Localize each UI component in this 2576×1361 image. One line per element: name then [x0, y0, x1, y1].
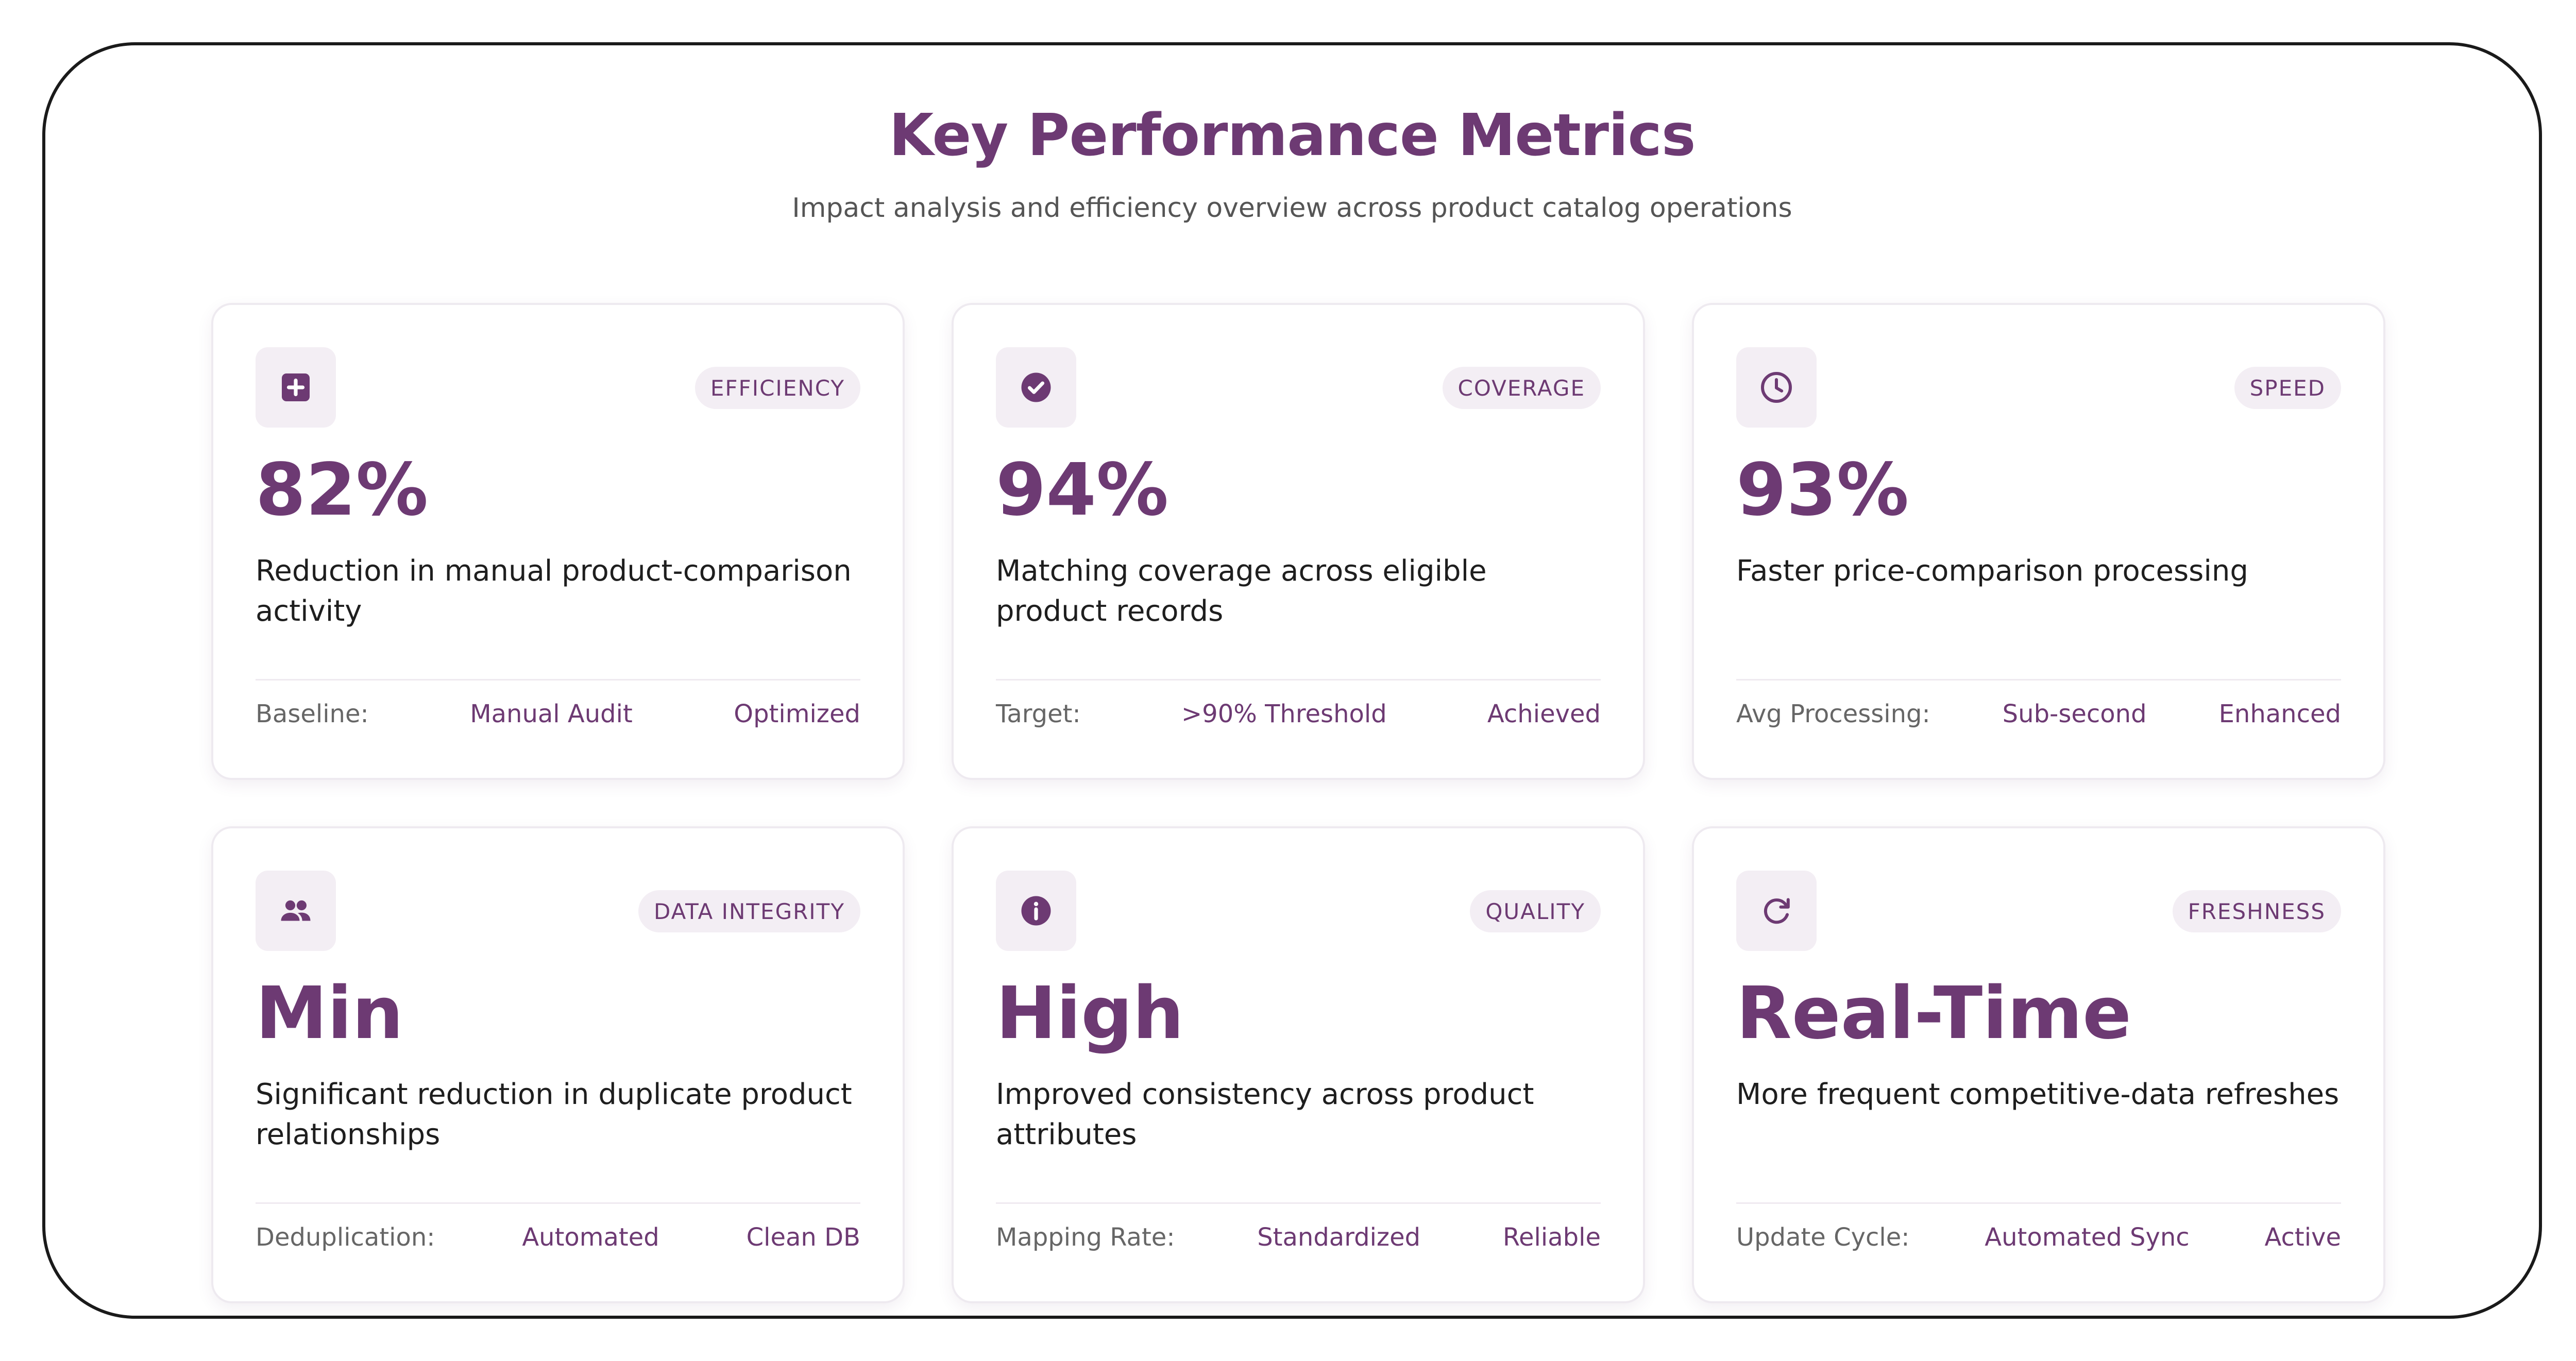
- metrics-panel: Key Performance Metrics Impact analysis …: [42, 42, 2542, 1319]
- divider: [256, 1202, 860, 1204]
- divider: [996, 679, 1601, 680]
- metric-value: Min: [256, 972, 403, 1056]
- metric-tag: EFFICIENCY: [694, 367, 860, 409]
- footer-status: Optimized: [734, 700, 860, 728]
- metric-description: Improved consistency across product attr…: [996, 1078, 1534, 1151]
- footer-label: Mapping Rate:: [996, 1223, 1175, 1252]
- metric-footer: Avg Processing: Sub-second Enhanced: [1736, 700, 2341, 728]
- metric-description: Matching coverage across eligible produc…: [996, 554, 1487, 628]
- users-icon: [256, 871, 336, 951]
- metric-footer: Baseline: Manual Audit Optimized: [256, 700, 860, 728]
- metric-value: 82%: [256, 448, 429, 532]
- refresh-icon: [1736, 871, 1817, 951]
- metrics-grid: EFFICIENCY 82% Reduction in manual produ…: [211, 303, 2385, 1303]
- footer-status: Active: [2264, 1223, 2341, 1252]
- footer-method: Automated Sync: [1985, 1223, 2190, 1252]
- check-circle-icon: [996, 347, 1076, 428]
- info-icon: [996, 871, 1076, 951]
- footer-status: Clean DB: [746, 1223, 860, 1252]
- metric-card-coverage: COVERAGE 94% Matching coverage across el…: [952, 303, 1645, 780]
- divider: [1736, 1202, 2341, 1204]
- metric-tag: SPEED: [2234, 367, 2341, 409]
- metric-description: Faster price-comparison processing: [1736, 554, 2248, 588]
- footer-label: Update Cycle:: [1736, 1223, 1910, 1252]
- footer-label: Baseline:: [256, 700, 369, 728]
- metric-value: 94%: [996, 448, 1169, 532]
- footer-label: Deduplication:: [256, 1223, 435, 1252]
- footer-status: Enhanced: [2218, 700, 2341, 728]
- divider: [1736, 679, 2341, 680]
- footer-label: Avg Processing:: [1736, 700, 1930, 728]
- metric-footer: Update Cycle: Automated Sync Active: [1736, 1223, 2341, 1252]
- metric-value: Real-Time: [1736, 972, 2132, 1056]
- metric-footer: Mapping Rate: Standardized Reliable: [996, 1223, 1601, 1252]
- metric-card-quality: QUALITY High Improved consistency across…: [952, 826, 1645, 1303]
- metric-tag: DATA INTEGRITY: [638, 890, 860, 932]
- metric-card-speed: SPEED 93% Faster price-comparison proces…: [1692, 303, 2385, 780]
- clock-icon: [1736, 347, 1817, 428]
- metric-description: More frequent competitive-data refreshes: [1736, 1078, 2340, 1111]
- metric-tag: FRESHNESS: [2172, 890, 2341, 932]
- metric-tag: COVERAGE: [1442, 367, 1601, 409]
- metric-footer: Target: >90% Threshold Achieved: [996, 700, 1601, 728]
- footer-status: Reliable: [1502, 1223, 1601, 1252]
- divider: [256, 679, 860, 680]
- footer-method: >90% Threshold: [1181, 700, 1387, 728]
- metric-card-freshness: FRESHNESS Real-Time More frequent compet…: [1692, 826, 2385, 1303]
- footer-method: Standardized: [1257, 1223, 1421, 1252]
- metric-card-data-integrity: DATA INTEGRITY Min Significant reduction…: [211, 826, 905, 1303]
- footer-label: Target:: [996, 700, 1081, 728]
- footer-method: Automated: [522, 1223, 659, 1252]
- divider: [996, 1202, 1601, 1204]
- page-subtitle: Impact analysis and efficiency overview …: [792, 193, 1792, 224]
- footer-method: Manual Audit: [470, 700, 633, 728]
- metric-description: Significant reduction in duplicate produ…: [256, 1078, 852, 1151]
- metric-value: High: [996, 972, 1184, 1056]
- metric-tag: QUALITY: [1470, 890, 1601, 932]
- metric-card-efficiency: EFFICIENCY 82% Reduction in manual produ…: [211, 303, 905, 780]
- footer-status: Achieved: [1487, 700, 1601, 728]
- metric-value: 93%: [1736, 448, 1909, 532]
- metric-description: Reduction in manual product-comparison a…: [256, 554, 852, 628]
- footer-method: Sub-second: [2002, 700, 2147, 728]
- plus-square-icon: [256, 347, 336, 428]
- metric-footer: Deduplication: Automated Clean DB: [256, 1223, 860, 1252]
- page-title: Key Performance Metrics: [889, 102, 1696, 169]
